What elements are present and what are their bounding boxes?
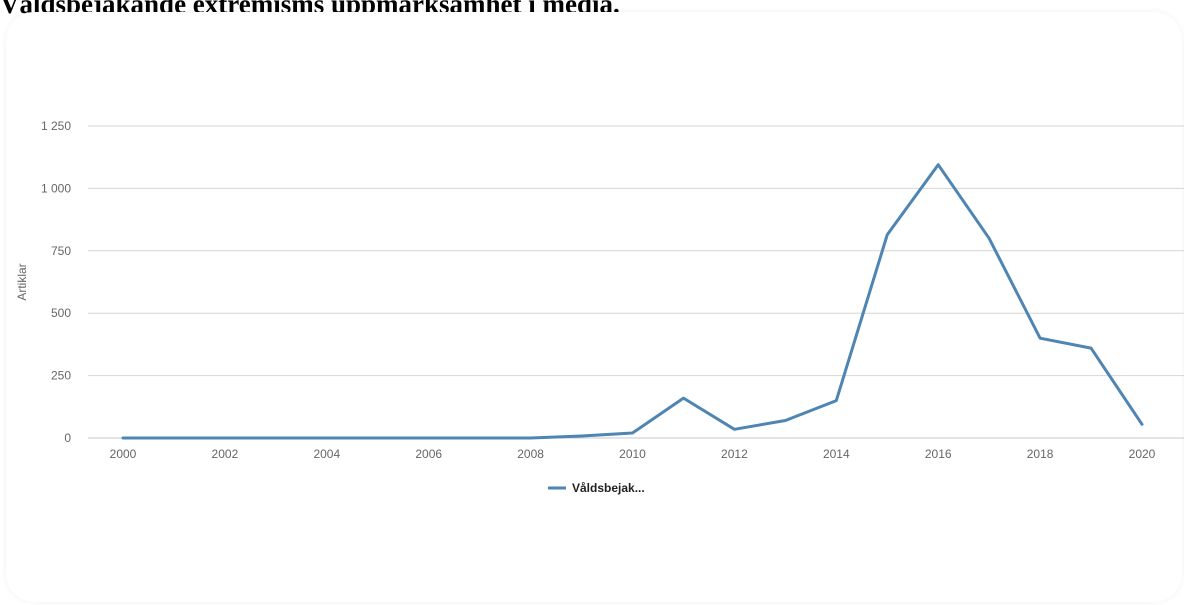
x-tick-label: 2004 bbox=[313, 447, 340, 461]
y-tick-label: 0 bbox=[64, 431, 71, 445]
series-line[interactable] bbox=[121, 163, 1144, 440]
y-tick-label: 750 bbox=[51, 244, 71, 258]
x-tick-label: 2000 bbox=[110, 447, 137, 461]
chart-card bbox=[6, 12, 1182, 602]
y-tick-label: 1 250 bbox=[41, 119, 71, 133]
x-tick-label: 2006 bbox=[415, 447, 442, 461]
x-tick-labels: 2000 2002 2004 2006 2008 2010 2012 2014 2016 2018… bbox=[110, 447, 1156, 461]
x-tick-label: 2018 bbox=[1027, 447, 1054, 461]
x-tick-label: 2002 bbox=[212, 447, 239, 461]
legend[interactable]: Våldsbejak... bbox=[548, 481, 645, 495]
x-tick-label: 2020 bbox=[1129, 447, 1156, 461]
y-tick-label: 250 bbox=[51, 369, 71, 383]
x-tick-label: 2012 bbox=[721, 447, 748, 461]
y-tick-label: 1 000 bbox=[41, 181, 71, 195]
grid-lines bbox=[88, 125, 1184, 439]
series-lines bbox=[121, 163, 1144, 440]
y-tick-labels: 0 250 500 750 1 000 1 250 bbox=[41, 119, 71, 445]
x-tick-label: 2014 bbox=[823, 447, 850, 461]
x-tick-label: 2008 bbox=[517, 447, 544, 461]
x-tick-label: 2016 bbox=[925, 447, 952, 461]
y-axis-title: Artiklar bbox=[15, 263, 29, 300]
x-tick-label: 2010 bbox=[619, 447, 646, 461]
legend-label: Våldsbejak... bbox=[572, 481, 645, 495]
y-tick-label: 500 bbox=[51, 306, 71, 320]
